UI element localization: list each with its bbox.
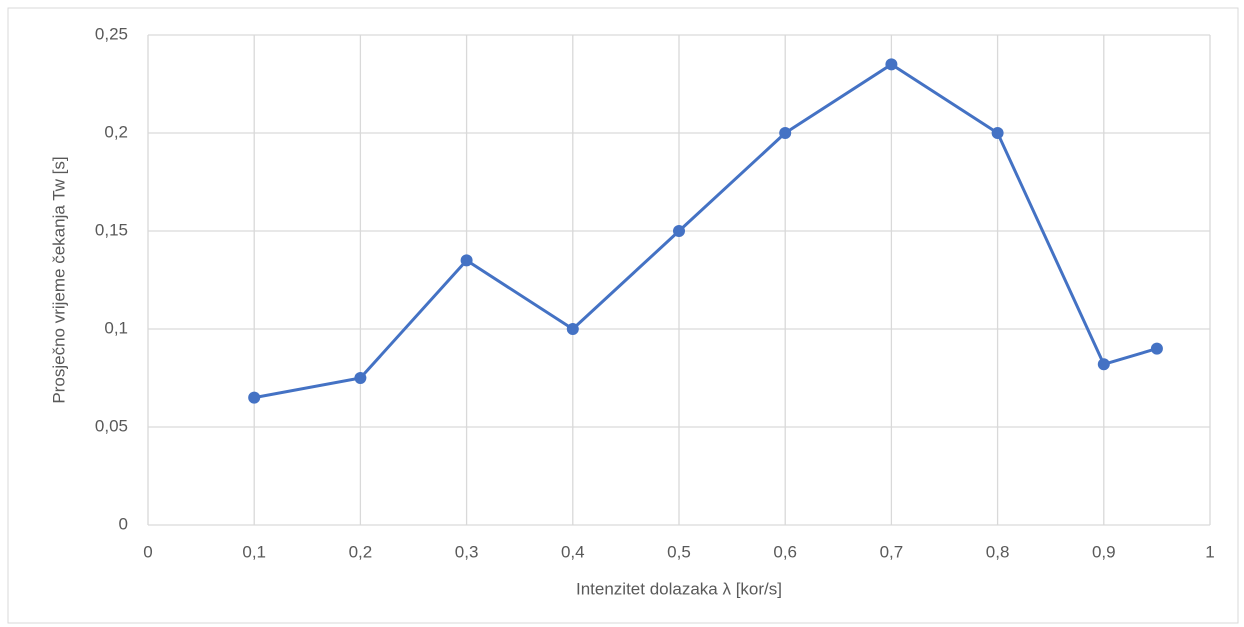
data-point (1150, 342, 1163, 355)
x-tick-label: 0,7 (880, 542, 904, 561)
x-tick-label: 1 (1205, 542, 1214, 561)
data-point (460, 254, 473, 267)
x-tick-label: 0 (143, 542, 152, 561)
data-point (991, 127, 1004, 139)
x-tick-label: 0,8 (986, 542, 1010, 561)
data-point (354, 372, 367, 384)
x-tick-label: 0,1 (242, 542, 266, 561)
data-point (673, 225, 685, 237)
y-tick-label: 0,1 (104, 318, 128, 337)
y-tick-label: 0,2 (104, 122, 128, 141)
data-point (885, 58, 898, 71)
data-point (248, 391, 261, 404)
x-tick-label: 0,2 (349, 542, 373, 561)
x-axis-label: Intenzitet dolazaka λ [kor/s] (576, 579, 782, 598)
x-tick-label: 0,5 (667, 542, 691, 561)
series-line (253, 62, 1158, 400)
data-point (566, 323, 579, 335)
y-tick-label: 0,05 (95, 416, 128, 435)
y-tick-label: 0 (119, 514, 128, 533)
x-tick-label: 0,3 (455, 542, 479, 561)
chart-frame (7, 7, 1239, 624)
x-tick-label: 0,6 (773, 542, 797, 561)
x-tick-label: 0,9 (1092, 542, 1116, 561)
y-tick-label: 0,25 (95, 24, 128, 43)
data-point (1097, 358, 1110, 371)
y-axis-label: Prosječno vrijeme čekanja Tw [s] (49, 156, 68, 403)
y-tick-label: 0,15 (95, 220, 128, 239)
x-tick-label: 0,4 (561, 542, 585, 561)
data-point (779, 127, 792, 139)
